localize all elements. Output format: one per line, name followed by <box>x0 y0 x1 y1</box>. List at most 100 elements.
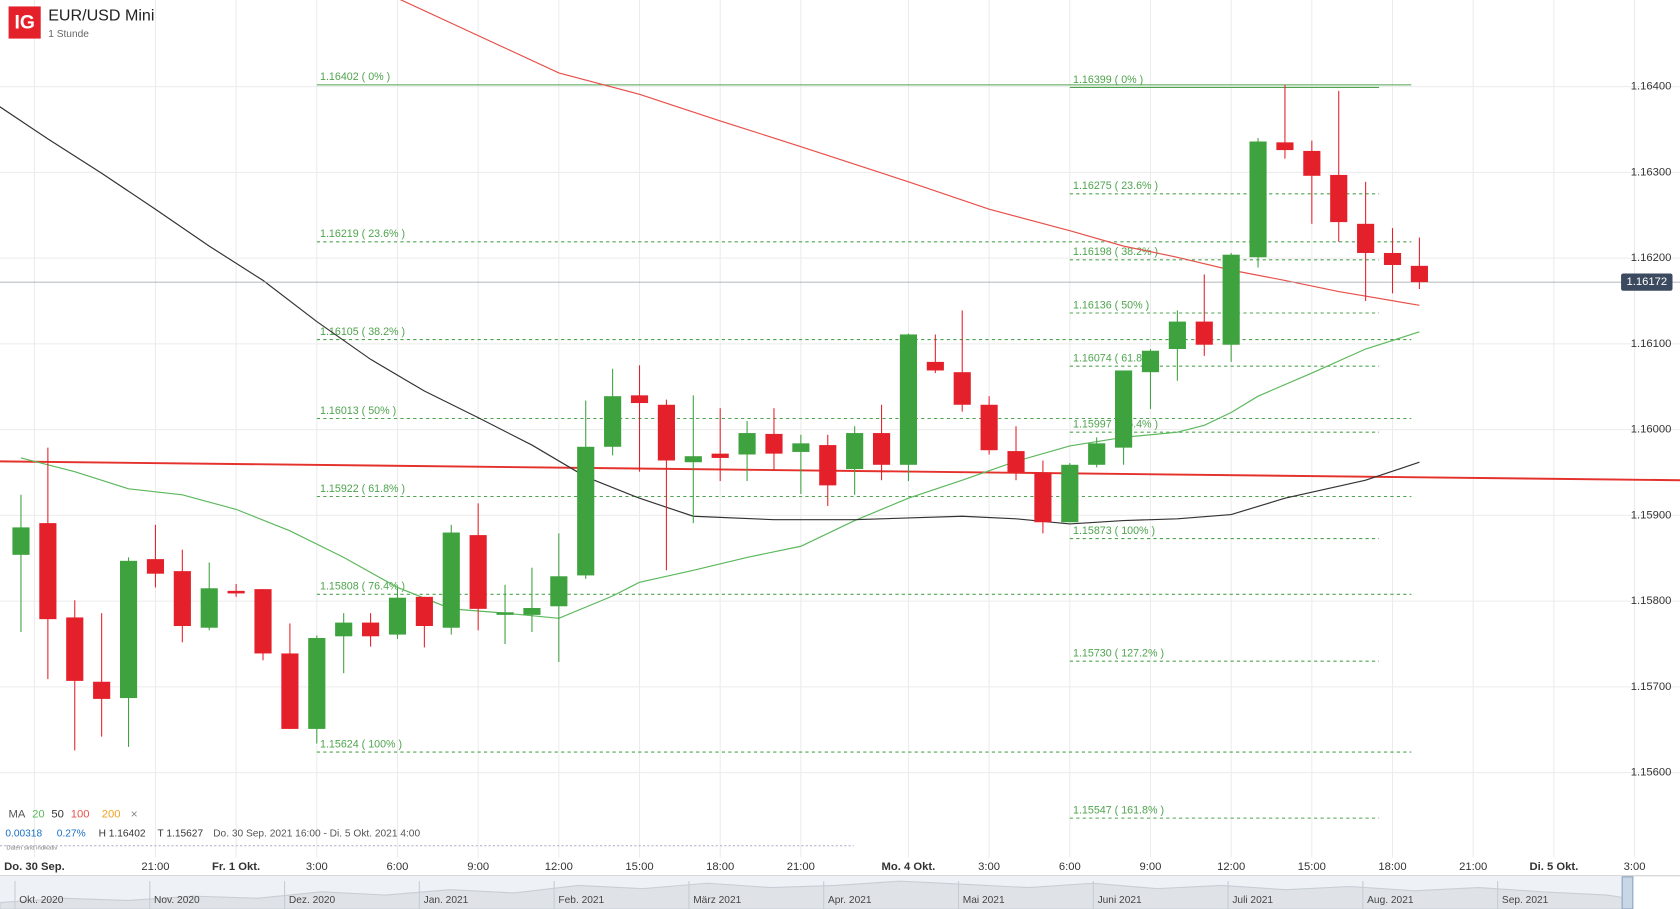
candle-body <box>523 608 541 615</box>
candle-body <box>657 404 675 461</box>
candle-body <box>577 446 595 576</box>
candle-body <box>66 617 84 681</box>
y-tick-label: 1.15600 <box>1631 767 1672 779</box>
x-tick-label: 12:00 <box>1217 861 1245 873</box>
candle-body <box>1141 350 1160 373</box>
x-tick-label: 21:00 <box>787 861 815 873</box>
x-tick-label: 3:00 <box>1624 861 1646 873</box>
navigator-label: Nov. 2020 <box>154 895 200 906</box>
navigator-label: Mai 2021 <box>963 895 1005 906</box>
navigator-label: Dez. 2020 <box>289 895 336 906</box>
ma-close[interactable]: × <box>131 808 138 821</box>
navigator-handle[interactable] <box>1621 876 1634 909</box>
candle-body <box>1410 265 1428 283</box>
candle-body <box>899 334 918 465</box>
candle-body <box>1357 223 1375 253</box>
candle-body <box>119 560 138 699</box>
candle-body <box>765 433 783 454</box>
x-tick-label: Mo. 4 Okt. <box>882 861 936 873</box>
candle-body <box>227 590 245 594</box>
candle-body <box>819 445 837 486</box>
candle-body <box>442 532 460 628</box>
navigator-label: Aug. 2021 <box>1367 895 1414 906</box>
x-tick-label: 18:00 <box>706 861 734 873</box>
plot-layer: 1.16402 ( 0% ) 1.16219 ( 23.6% ) 1.16105 (… <box>0 0 1680 819</box>
trendline <box>0 460 1680 482</box>
fib-label: 1.16105 ( 38.2% ) <box>320 326 405 338</box>
candle-body <box>1330 174 1348 223</box>
candle-body <box>1195 321 1213 345</box>
candle-body <box>388 597 407 635</box>
candle-body <box>1383 252 1402 265</box>
fib-label: 1.15624 ( 100% ) <box>320 738 402 750</box>
range: Do. 30 Sep. 2021 16:00 - Di. 5 Okt. 2021… <box>213 829 420 840</box>
x-tick-label: 6:00 <box>1059 861 1081 873</box>
candle-body <box>1276 142 1294 151</box>
x-tick-label: 3:00 <box>306 861 328 873</box>
x-tick-label: Do. 30 Sep. <box>4 861 65 873</box>
fib-label: 1.16219 ( 23.6% ) <box>320 228 405 240</box>
x-tick-label: Di. 5 Okt. <box>1529 861 1578 873</box>
x-tick-label: 3:00 <box>978 861 1000 873</box>
navigator-label: Juni 2021 <box>1098 895 1142 906</box>
fib-label: 1.16399 ( 0% ) <box>1073 74 1143 86</box>
y-tick-label: 1.15900 <box>1631 509 1672 521</box>
candle-body <box>93 681 111 699</box>
candle-body <box>738 433 756 455</box>
candle-body <box>1007 451 1025 473</box>
candle-body <box>1061 464 1079 523</box>
candle-body <box>846 433 864 470</box>
x-tick-label: 9:00 <box>1140 861 1162 873</box>
fib-label: 1.15873 ( 100% ) <box>1073 525 1155 537</box>
y-tick-label: 1.16200 <box>1631 252 1672 264</box>
navigator-label: März 2021 <box>693 895 741 906</box>
y-tick-label: 1.15800 <box>1631 595 1672 607</box>
last-price-box <box>1621 273 1673 291</box>
candle-body <box>200 588 218 628</box>
navigator-area <box>0 880 1630 909</box>
candle-body <box>926 361 944 371</box>
candle-body <box>1249 141 1267 258</box>
candle-body <box>980 404 998 451</box>
y-tick-label: 1.16300 <box>1631 166 1672 178</box>
note: Daten sind indikativ <box>6 845 57 851</box>
candle-body <box>684 456 702 463</box>
y-tick-label: 1.15700 <box>1631 681 1672 693</box>
logo-box <box>8 6 41 39</box>
x-tick-label: 21:00 <box>1459 861 1487 873</box>
candle-body <box>550 576 568 607</box>
candle-body <box>711 453 729 458</box>
x-tick-label: 18:00 <box>1378 861 1406 873</box>
navigator-label: Juli 2021 <box>1232 895 1273 906</box>
fib-label: 1.16013 ( 50% ) <box>320 405 396 417</box>
logo: IG <box>14 13 34 34</box>
legend-entry: 200 <box>102 809 121 821</box>
ma-label: MA <box>9 809 26 821</box>
candle-body <box>872 433 891 465</box>
candle-body <box>469 535 487 609</box>
ma-line <box>399 0 1420 306</box>
low: T 1.15627 <box>158 829 204 840</box>
last-price-label: 1.16172 <box>1626 276 1667 288</box>
candle-body <box>630 395 649 404</box>
fib-label: 1.15547 ( 161.8% ) <box>1073 804 1164 816</box>
x-tick-label: 6:00 <box>387 861 409 873</box>
fib-label: 1.16136 ( 50% ) <box>1073 299 1149 311</box>
chart-subtitle: 1 Stunde <box>48 29 89 40</box>
y-tick-label: 1.16100 <box>1631 338 1672 350</box>
fib-label: 1.15922 ( 61.8% ) <box>320 483 405 495</box>
navigator-label: Apr. 2021 <box>828 895 872 906</box>
candle-body <box>39 523 57 620</box>
x-tick-label: 21:00 <box>141 861 169 873</box>
navigator-label: Okt. 2020 <box>19 895 63 906</box>
change-pct: 0.27% <box>57 829 86 840</box>
candle-body <box>1222 254 1240 345</box>
candle-body <box>1168 321 1186 350</box>
candle-body <box>12 527 30 555</box>
candle-body <box>415 596 433 627</box>
fib-label: 1.16074 ( 61.8% ) <box>1073 352 1158 364</box>
candle-body <box>792 443 810 452</box>
fib-label: 1.16198 ( 38.2% ) <box>1073 246 1158 258</box>
fib-label: 1.15808 ( 76.4% ) <box>320 581 405 593</box>
